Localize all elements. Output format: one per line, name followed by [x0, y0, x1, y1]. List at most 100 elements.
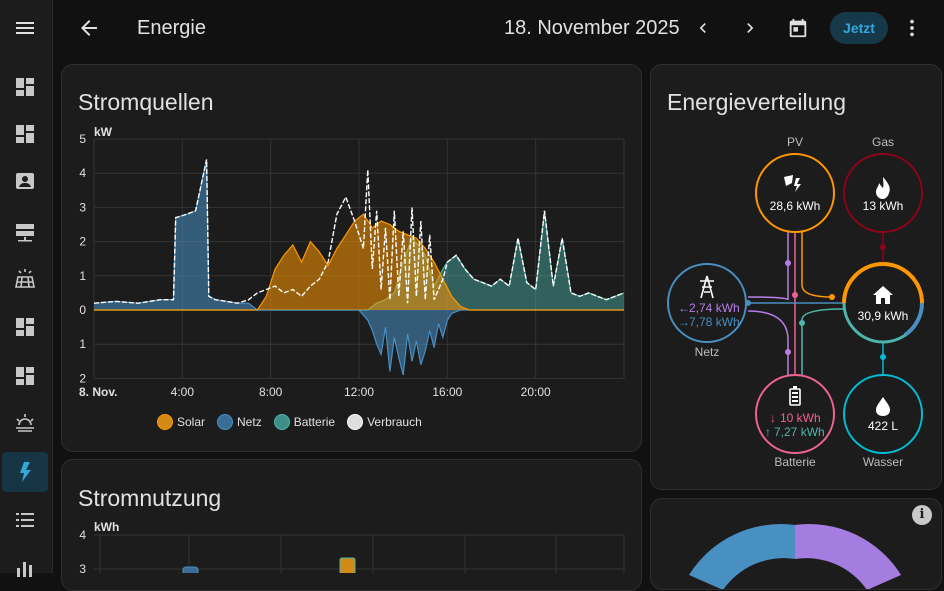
flow-pv-home: [801, 232, 833, 298]
dashboard-icon: [16, 367, 34, 385]
legend-item-solar[interactable]: Solar: [157, 414, 205, 430]
more-options-button[interactable]: [898, 14, 926, 42]
flow-dot: [799, 320, 805, 326]
account-box-icon: [16, 173, 34, 189]
stromquellen-title: Stromquellen: [78, 89, 214, 115]
gas-value: 13 kWh: [863, 199, 904, 213]
sidebar-item-logbook[interactable]: [2, 500, 48, 540]
flow-dot: [785, 349, 791, 355]
netz-node[interactable]: ← 2,74 kWh → 7,78 kWh Netz: [667, 263, 747, 359]
solar-panel-icon: [15, 269, 35, 288]
chevron-left-icon: [699, 23, 706, 33]
battery-icon: [789, 386, 801, 406]
energy-distribution-diagram: PV 28,6 kWh Gas 13 kWh ← 2,74 kWh → 7,78…: [667, 135, 924, 469]
weather-sunset-icon: [16, 414, 34, 432]
wasser-value: 422 L: [868, 419, 898, 433]
stromnutzung-title: Stromnutzung: [78, 485, 222, 511]
flow-dot: [785, 260, 791, 266]
flow-batterie-home: [801, 308, 844, 378]
menu-icon: [16, 22, 34, 34]
date-label: 18. November 2025: [504, 17, 680, 39]
calendar-button[interactable]: [784, 14, 812, 42]
legend-label-solar: Solar: [177, 415, 206, 429]
home-ring-solar: [842, 262, 924, 304]
flow-pv-netz: [747, 232, 789, 301]
sidebar-item-dashboard-4[interactable]: [2, 356, 48, 396]
legend-label-netz: Netz: [237, 415, 262, 429]
solar-power-icon: [784, 175, 801, 192]
menu-button[interactable]: [2, 8, 48, 48]
top-app-bar: Energie 18. November 2025 Jetzt: [53, 0, 944, 56]
sidebar-item-history[interactable]: [2, 548, 48, 588]
wasser-label: Wasser: [863, 455, 903, 469]
pv-label: PV: [787, 135, 803, 149]
netz-label: Netz: [695, 345, 720, 359]
batterie-out: 7,27 kWh: [774, 425, 825, 439]
lightning-bolt-icon: [20, 462, 31, 482]
sidebar-item-weather[interactable]: [2, 403, 48, 443]
netz-circle: [667, 263, 747, 343]
flow-lines: [747, 232, 884, 378]
sidebar-item-energy[interactable]: [2, 452, 48, 492]
home-icon: [873, 286, 893, 304]
flow-dot: [829, 294, 835, 300]
now-button[interactable]: Jetzt: [830, 12, 888, 44]
batterie-circle: [755, 374, 835, 454]
netz-export: 7,78 kWh: [689, 315, 740, 329]
pv-node[interactable]: PV 28,6 kWh: [755, 135, 835, 233]
previous-period-button[interactable]: [689, 14, 717, 42]
energieverteilung-title: Energieverteilung: [667, 89, 847, 115]
legend-item-batterie[interactable]: Batterie: [273, 414, 335, 430]
donut-chart: [689, 524, 901, 589]
dashboard-icon: [16, 125, 34, 143]
home-value: 30,9 kWh: [858, 309, 909, 323]
legend-swatch-batterie: [273, 414, 290, 430]
flow-dots: [745, 244, 886, 360]
legend-label-verbrauch: Verbrauch: [367, 415, 422, 429]
dashboard-icon: [16, 78, 34, 96]
gas-node[interactable]: Gas 13 kWh: [843, 135, 923, 233]
chart-bar-icon: [17, 562, 32, 577]
arrow-left-icon: [81, 20, 97, 36]
sidebar-item-overview[interactable]: [2, 67, 48, 107]
sidebar: [0, 0, 53, 577]
gauge-card: i: [650, 498, 942, 590]
batterie-in: 10 kWh: [780, 411, 821, 425]
sidebar-item-dashboard-2[interactable]: [2, 114, 48, 154]
netz-import: 2,74 kWh: [689, 301, 740, 315]
netz-export-arrow: →: [678, 315, 690, 329]
next-period-button[interactable]: [736, 14, 764, 42]
flow-dot: [880, 244, 886, 250]
flow-dot: [880, 354, 886, 360]
donut-segment-pv: [795, 524, 901, 589]
calendar-icon: [789, 18, 807, 38]
gas-label: Gas: [872, 135, 894, 149]
chevron-right-icon: [747, 23, 754, 33]
pv-circle: [755, 153, 835, 233]
sidebar-item-persons[interactable]: [2, 162, 48, 202]
home-node[interactable]: 30,9 kWh: [842, 262, 924, 344]
format-list-icon: [16, 513, 34, 527]
legend-item-verbrauch[interactable]: Verbrauch: [347, 414, 422, 430]
dashboard-icon: [16, 318, 34, 336]
transmission-tower-icon: [700, 275, 714, 299]
water-drop-icon: [876, 397, 890, 416]
wasser-node[interactable]: 422 L Wasser: [843, 374, 923, 469]
donut-segment-netz: [689, 524, 795, 589]
sidebar-item-solar[interactable]: [2, 259, 48, 299]
dots-vertical-icon: [910, 19, 914, 37]
batterie-label: Batterie: [774, 455, 816, 469]
legend-swatch-solar: [157, 414, 173, 430]
home-ring-netz: [903, 302, 924, 337]
legend-swatch-verbrauch: [347, 414, 364, 430]
sidebar-item-dashboard-3[interactable]: [2, 307, 48, 347]
legend-item-netz[interactable]: Netz: [217, 414, 262, 430]
flow-dot: [792, 292, 798, 298]
batterie-in-arrow: ↓: [770, 411, 776, 425]
batterie-out-arrow: ↑: [765, 425, 771, 439]
info-icon[interactable]: i: [912, 505, 932, 525]
legend-swatch-netz: [217, 414, 234, 430]
batterie-node[interactable]: ↓ 10 kWh ↑ 7,27 kWh Batterie: [755, 374, 835, 469]
sidebar-item-server[interactable]: [2, 212, 48, 252]
back-button[interactable]: [75, 14, 103, 42]
